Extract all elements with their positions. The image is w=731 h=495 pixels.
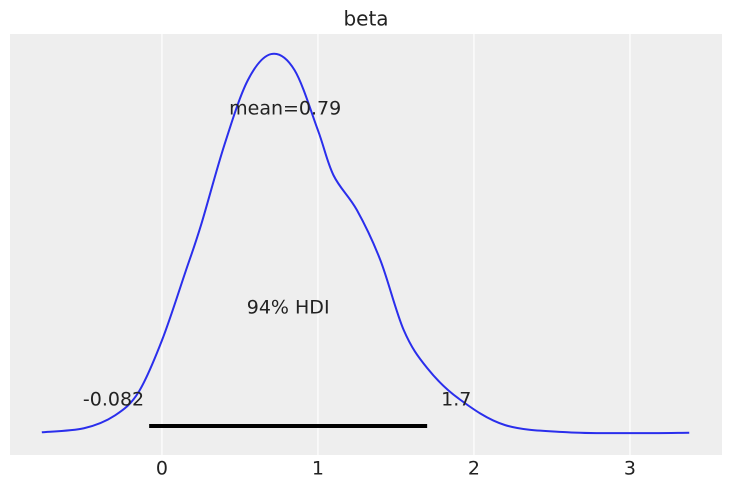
x-tick-label: 1 <box>312 458 324 480</box>
hdi-low-label: -0.082 <box>83 389 144 411</box>
x-tick-label: 3 <box>624 458 636 480</box>
plot-area <box>10 34 722 455</box>
x-tick-label: 2 <box>468 458 480 480</box>
mean-label: mean=0.79 <box>229 98 341 120</box>
density-line <box>41 52 690 435</box>
chart-title: beta <box>343 7 388 31</box>
hdi-label: 94% HDI <box>247 297 330 319</box>
hdi-high-label: 1.7 <box>441 389 471 411</box>
x-tick-label: 0 <box>156 458 168 480</box>
